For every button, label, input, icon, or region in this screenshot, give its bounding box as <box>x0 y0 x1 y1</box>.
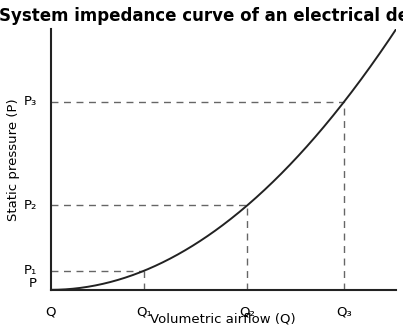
Text: P₃: P₃ <box>23 95 37 108</box>
Text: Q: Q <box>45 305 56 318</box>
Text: Q₁: Q₁ <box>136 305 152 318</box>
Text: Q₂: Q₂ <box>239 305 256 318</box>
X-axis label: Volumetric airflow (Q): Volumetric airflow (Q) <box>150 312 296 325</box>
Text: P₂: P₂ <box>23 199 37 212</box>
Y-axis label: Static pressure (P): Static pressure (P) <box>7 98 20 221</box>
Text: Q₃: Q₃ <box>337 305 352 318</box>
Title: System impedance curve of an electrical device: System impedance curve of an electrical … <box>0 7 403 25</box>
Text: P: P <box>29 277 37 290</box>
Text: P₁: P₁ <box>23 264 37 277</box>
